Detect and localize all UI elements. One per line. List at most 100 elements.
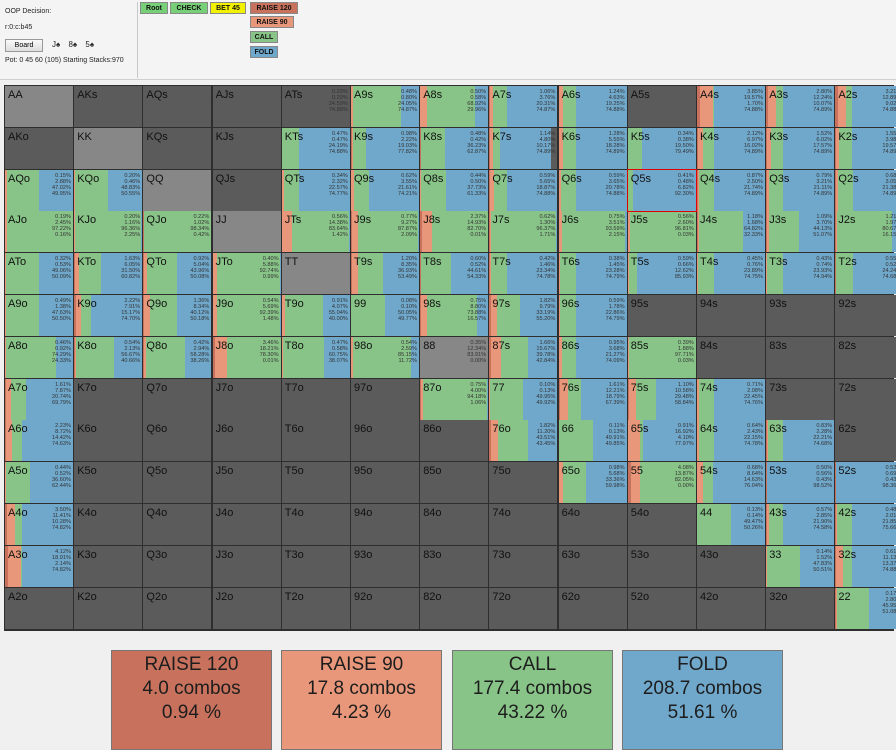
hand-cell-64o[interactable]: 64o [559,504,627,545]
hand-cell-a2o[interactable]: A2o [5,588,73,629]
hand-cell-32o[interactable]: 32o [766,588,834,629]
hand-cell-t2o[interactable]: T2o [282,588,350,629]
hand-cell-82o[interactable]: 82o [420,588,488,629]
hand-cell-k4o[interactable]: K4o [74,504,142,545]
hand-cell-jj[interactable]: JJ [213,211,281,252]
hand-cell-85o[interactable]: 85o [420,462,488,503]
hand-cell-t7o[interactable]: T7o [282,379,350,420]
hand-cell-72o[interactable]: 72o [489,588,557,629]
hand-cell-84s[interactable]: 84s [697,337,765,378]
hand-cell-74o[interactable]: 74o [489,504,557,545]
hand-cell-22[interactable]: 220.17%2.80%45.95%51.08% [835,588,896,629]
hand-cell-43o[interactable]: 43o [697,546,765,587]
hand-cell-83o[interactable]: 83o [420,546,488,587]
hand-cell-95s[interactable]: 95s [628,295,696,336]
nav-bet-45[interactable]: BET 45 [210,2,246,14]
hand-cell-94s[interactable]: 94s [697,295,765,336]
hand-cell-52o[interactable]: 52o [628,588,696,629]
hand-cell-42o[interactable]: 42o [697,588,765,629]
hand-cell-53o[interactable]: 53o [628,546,696,587]
hand-cell-k7o[interactable]: K7o [74,379,142,420]
hand-cell-97o[interactable]: 97o [351,379,419,420]
hand-cell-k3o[interactable]: K3o [74,546,142,587]
hand-cell-t3o[interactable]: T3o [282,546,350,587]
hand-cell-q3o[interactable]: Q3o [143,546,211,587]
hand-cell-j5o[interactable]: J5o [213,462,281,503]
hand-cell-j2o[interactable]: J2o [213,588,281,629]
nav-call[interactable]: CALL [250,31,278,43]
nav-fold[interactable]: FOLD [250,46,278,58]
hand-cell-73o[interactable]: 73o [489,546,557,587]
hand-cell-aa[interactable]: AA [5,86,73,127]
hand-cell-a5s[interactable]: A5s [628,86,696,127]
hand-cell-q4o[interactable]: Q4o [143,504,211,545]
hand-cell-63o[interactable]: 63o [559,546,627,587]
nav-check[interactable]: CHECK [170,2,208,14]
hand-cell-ajs[interactable]: AJs [213,86,281,127]
hand-cell-86o[interactable]: 86o [420,420,488,461]
hand-cell-j7o[interactable]: J7o [213,379,281,420]
